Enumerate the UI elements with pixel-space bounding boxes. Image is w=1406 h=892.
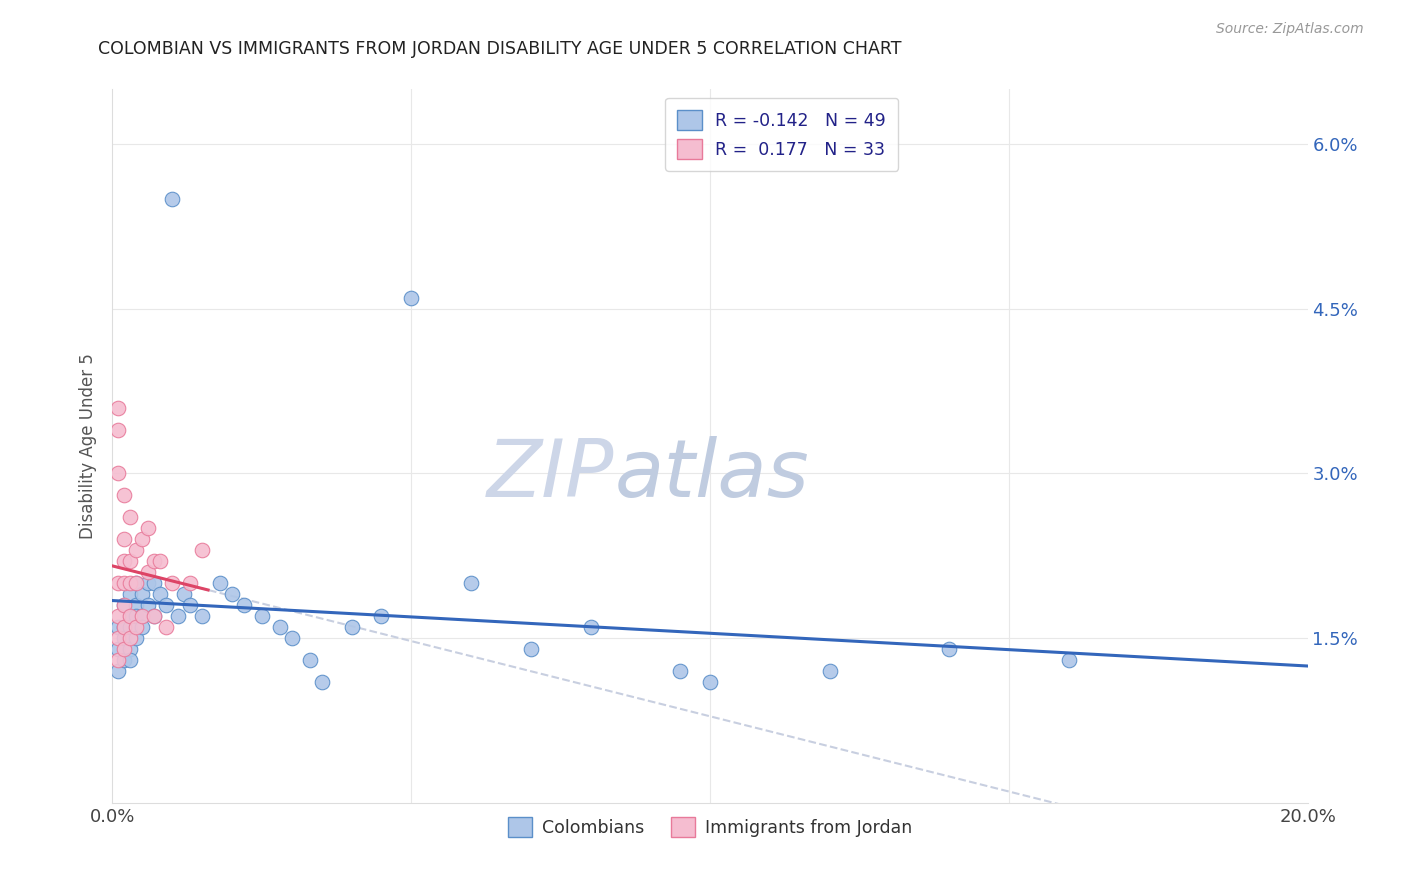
Point: [167, 609, 190, 624]
Point: [938, 642, 960, 657]
Point: [149, 554, 172, 568]
Point: [149, 587, 172, 601]
Point: [179, 576, 201, 591]
Point: [221, 587, 243, 601]
Text: Source: ZipAtlas.com: Source: ZipAtlas.com: [1216, 22, 1364, 37]
Point: [138, 521, 160, 535]
Point: [669, 664, 692, 678]
Point: [173, 587, 195, 601]
Point: [179, 598, 201, 612]
Point: [120, 631, 142, 645]
Point: [107, 620, 129, 634]
Point: [107, 653, 129, 667]
Point: [520, 642, 543, 657]
Point: [233, 598, 256, 612]
Point: [131, 620, 153, 634]
Point: [120, 609, 142, 624]
Point: [107, 664, 129, 678]
Point: [107, 423, 129, 437]
Point: [114, 631, 135, 645]
Point: [107, 401, 129, 415]
Point: [120, 609, 142, 624]
Point: [143, 609, 166, 624]
Point: [131, 609, 153, 624]
Point: [162, 192, 183, 206]
Point: [125, 620, 148, 634]
Point: [114, 598, 135, 612]
Point: [209, 576, 232, 591]
Point: [311, 675, 333, 690]
Point: [298, 653, 321, 667]
Point: [131, 609, 153, 624]
Point: [114, 642, 135, 657]
Point: [114, 620, 135, 634]
Point: [250, 609, 273, 624]
Point: [114, 598, 135, 612]
Point: [1057, 653, 1080, 667]
Point: [114, 533, 135, 547]
Text: COLOMBIAN VS IMMIGRANTS FROM JORDAN DISABILITY AGE UNDER 5 CORRELATION CHART: COLOMBIAN VS IMMIGRANTS FROM JORDAN DISA…: [98, 40, 901, 58]
Point: [699, 675, 721, 690]
Point: [155, 620, 177, 634]
Point: [143, 609, 166, 624]
Text: ZIP: ZIP: [486, 435, 614, 514]
Point: [120, 576, 142, 591]
Point: [155, 598, 177, 612]
Point: [120, 642, 142, 657]
Point: [401, 291, 423, 305]
Point: [138, 576, 160, 591]
Point: [125, 631, 148, 645]
Legend: Colombians, Immigrants from Jordan: Colombians, Immigrants from Jordan: [501, 810, 920, 844]
Point: [125, 576, 148, 591]
Point: [138, 566, 160, 580]
Point: [370, 609, 392, 624]
Point: [120, 653, 142, 667]
Point: [143, 554, 166, 568]
Point: [162, 576, 183, 591]
Point: [281, 631, 304, 645]
Point: [460, 576, 482, 591]
Point: [120, 510, 142, 524]
Point: [269, 620, 291, 634]
Point: [143, 576, 166, 591]
Point: [340, 620, 363, 634]
Y-axis label: Disability Age Under 5: Disability Age Under 5: [79, 353, 97, 539]
Point: [579, 620, 602, 634]
Point: [107, 631, 129, 645]
Point: [131, 533, 153, 547]
Point: [114, 554, 135, 568]
Point: [114, 620, 135, 634]
Point: [818, 664, 841, 678]
Point: [107, 576, 129, 591]
Text: atlas: atlas: [614, 435, 810, 514]
Point: [120, 587, 142, 601]
Point: [138, 598, 160, 612]
Point: [107, 609, 129, 624]
Point: [191, 609, 214, 624]
Point: [114, 653, 135, 667]
Point: [120, 554, 142, 568]
Point: [125, 598, 148, 612]
Point: [131, 587, 153, 601]
Point: [114, 488, 135, 502]
Point: [125, 576, 148, 591]
Point: [114, 576, 135, 591]
Point: [125, 609, 148, 624]
Point: [125, 543, 148, 558]
Point: [120, 620, 142, 634]
Point: [191, 543, 214, 558]
Point: [107, 467, 129, 481]
Point: [107, 642, 129, 657]
